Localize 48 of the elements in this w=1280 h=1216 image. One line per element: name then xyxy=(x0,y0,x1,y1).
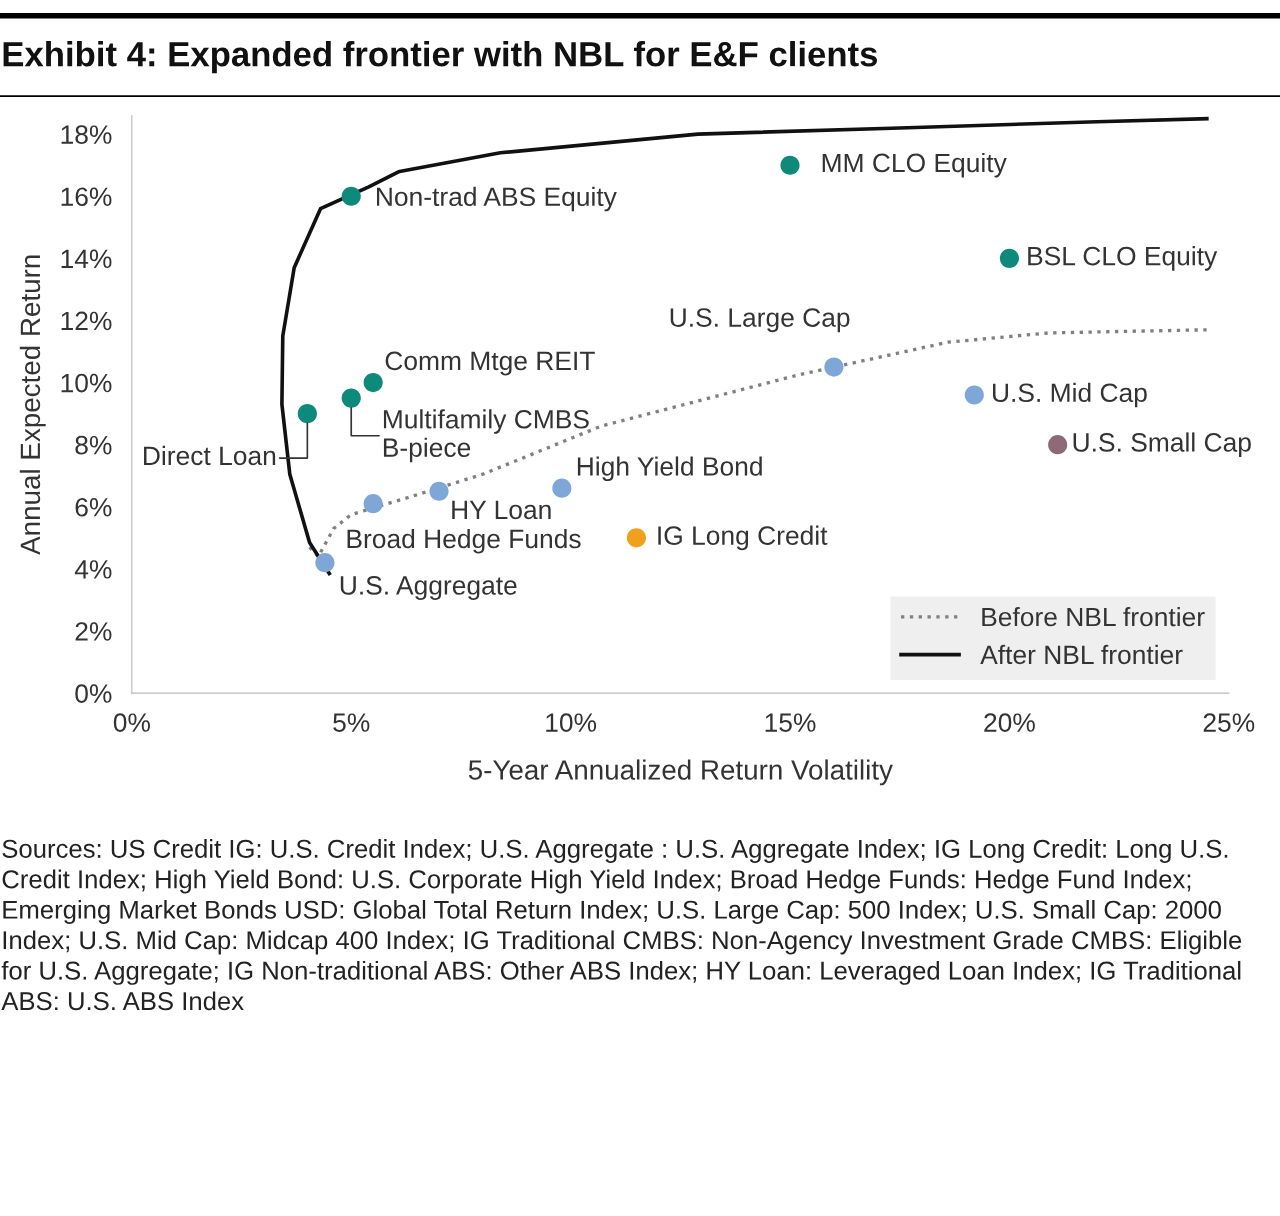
annotation: Broad Hedge Funds xyxy=(347,528,581,554)
y-tick-label: 4% xyxy=(74,560,112,579)
y-tick-label: 18% xyxy=(61,125,112,144)
point xyxy=(1048,435,1068,455)
y-tick-label: 2% xyxy=(75,622,112,641)
y-tick-label: 0% xyxy=(75,684,112,703)
y-tick-label: 6% xyxy=(75,497,112,517)
point xyxy=(429,481,449,501)
point xyxy=(297,404,317,424)
source-note: Sources: US Credit IG: U.S. Credit Index; U.S. Aggregate : U.S. Aggregate Index; IG Long Credit: Long U.S. Credit Index; High Yield Bond: U.S. Corporate High Yield Index; Broad Hedge Funds: Hedge Fund Index; Emerging Market Bonds USD: Global Total Return Index; U.S. Large Cap: 500 Index; U.S. Small Cap: 2000 Index; U.S. Mid Cap: Midcap 400 Index; IG Traditional CMBS: Non-Agency Investment Grade CMBS: Eligible for U.S. Aggregate; IG Non-traditional ABS: Other ABS Index; HY Loan: Leveraged Loan Index; IG Traditional ABS: U.S. ABS Index xyxy=(1,839,1242,1011)
y-tick-label: 16% xyxy=(61,187,112,207)
x-tick-label: 20% xyxy=(984,713,1035,732)
point xyxy=(552,478,572,498)
annotation: U.S. Large Cap xyxy=(670,308,850,333)
point xyxy=(999,248,1019,268)
point xyxy=(964,385,984,405)
annotation: U.S. Aggregate xyxy=(340,576,517,600)
x-tick-label: 0% xyxy=(113,713,150,732)
point xyxy=(341,388,361,408)
x-tick-label: 25% xyxy=(1203,713,1255,732)
annotation: HY Loan xyxy=(452,500,551,520)
x-tick-label: 5% xyxy=(333,713,370,732)
legend-label: Before NBL frontier xyxy=(982,606,1205,627)
y-tick-label: 10% xyxy=(61,373,112,393)
y-tick-label: 14% xyxy=(61,249,112,269)
point xyxy=(341,186,361,206)
y-tick-label: 8% xyxy=(75,435,112,455)
x-tick-label: 15% xyxy=(765,713,816,732)
point xyxy=(824,357,844,377)
y-axis-title: Annual Expected Return xyxy=(19,255,46,555)
annotation: Comm Mtge REIT xyxy=(385,351,595,376)
annotation: MM CLO Equity xyxy=(822,152,1007,178)
point xyxy=(363,373,383,393)
point xyxy=(315,553,335,573)
point xyxy=(780,155,800,175)
annotation: BSL CLO Equity xyxy=(1028,246,1218,271)
point xyxy=(363,494,383,514)
point xyxy=(626,528,647,548)
annotation: IG Long Credit xyxy=(658,525,828,551)
annotation: Direct Loan xyxy=(144,445,276,466)
x-tick-label: 10% xyxy=(546,713,597,732)
annotation: U.S. Mid Cap xyxy=(993,382,1147,408)
x-axis-title: 5-Year Annualized Return Volatility xyxy=(468,759,893,786)
annotation: U.S. Small Cap xyxy=(1073,432,1251,457)
y-tick-label: 12% xyxy=(61,311,112,331)
chart-title: Exhibit 4: Expanded frontier with NBL for E&F clients xyxy=(3,40,878,74)
legend-label: After NBL frontier xyxy=(980,644,1183,665)
annotation: Non-trad ABS Equity xyxy=(377,186,617,212)
